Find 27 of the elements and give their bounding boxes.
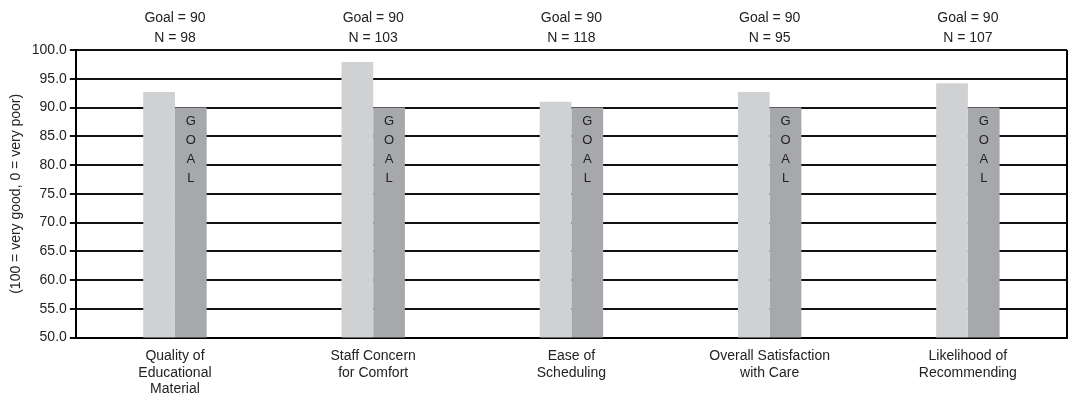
x-tick-label: Ease of Scheduling	[536, 346, 607, 380]
y-tick-label: 90.0	[39, 98, 68, 115]
y-tick-label: 75.0	[39, 184, 68, 201]
y-tick-label: 95.0	[39, 69, 68, 86]
text: GOAL	[978, 112, 989, 185]
y-tick-label: 85.0	[39, 127, 68, 144]
x-tick-label: Likelihood of Recommending	[918, 346, 1017, 380]
text: Goal = 90 N = 103	[342, 9, 404, 45]
text: Goal = 90 N = 95	[739, 9, 801, 45]
text: Goal = 90 N = 98	[144, 9, 206, 45]
text: GOAL	[383, 112, 395, 185]
text: GOAL	[582, 112, 593, 185]
x-tick-label: Overall Satisfaction with Care	[709, 346, 830, 380]
y-tick-label: 70.0	[39, 213, 68, 230]
text: Goal = 90 N = 118	[540, 9, 603, 45]
y-tick-label: 100.0	[31, 40, 68, 57]
x-tick-label: Quality of Educational Material	[138, 346, 212, 397]
y-tick-label: 60.0	[39, 270, 68, 287]
x-tick-label: Staff Concern for Comfort	[330, 346, 416, 380]
text: GOAL	[780, 112, 791, 185]
y-axis-title: (100 = very good, 0 = very poor)	[7, 93, 24, 294]
y-tick-label: 55.0	[39, 299, 68, 316]
y-tick-label: 65.0	[39, 242, 68, 259]
y-tick-label: 80.0	[39, 155, 68, 172]
y-tick-label: 50.0	[39, 328, 68, 345]
series-label: GOAL	[185, 112, 196, 185]
text: Goal = 90 N = 107	[937, 9, 999, 45]
